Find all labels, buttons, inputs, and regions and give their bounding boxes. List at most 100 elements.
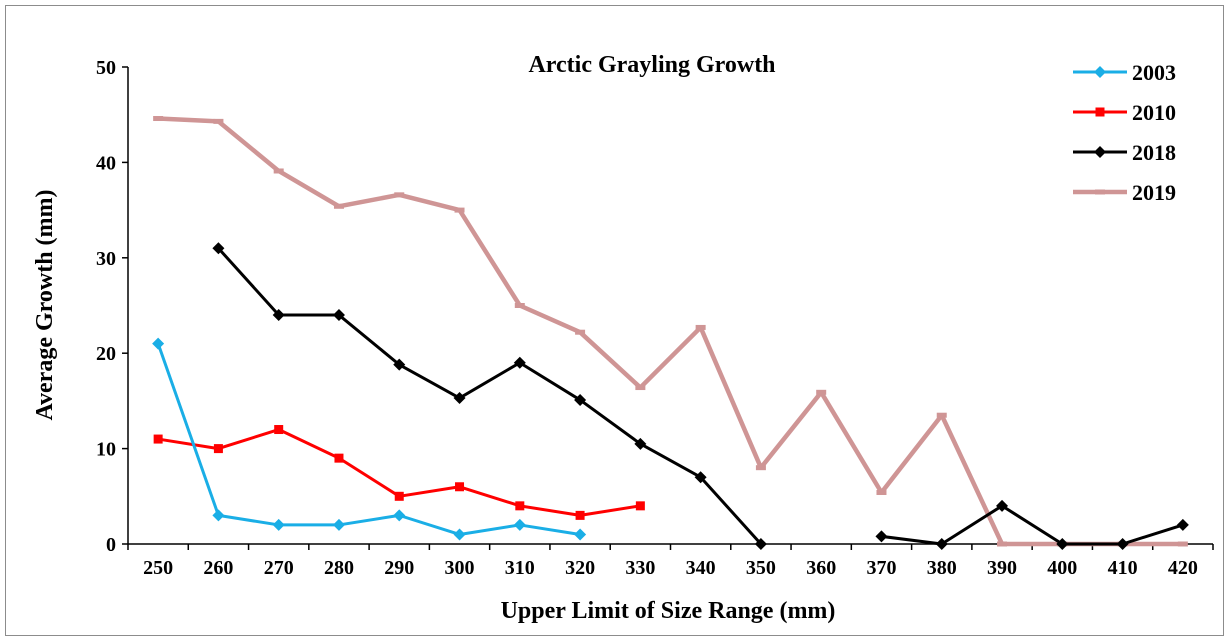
legend-entry-2019: 2019 xyxy=(1073,180,1176,205)
data-point-2010 xyxy=(334,453,344,463)
data-point-2003 xyxy=(152,337,165,350)
series-line-2019 xyxy=(158,116,1183,547)
x-axis-label: Upper Limit of Size Range (mm) xyxy=(501,598,836,624)
x-tick-label: 350 xyxy=(746,557,776,579)
legend-entry-2003: 2003 xyxy=(1073,60,1176,85)
series-line-2003 xyxy=(156,343,581,536)
series-line-2018 xyxy=(217,247,763,546)
axes: 0 10 20 30 40 50 250 260 270 280 290 300 310 320 330 34… xyxy=(96,57,1214,579)
legend-entry-2010: 2010 xyxy=(1073,100,1176,125)
y-tick-label: 40 xyxy=(96,152,116,174)
data-point-2010 xyxy=(515,501,525,511)
y-axis-label: Average Growth (mm) xyxy=(32,189,58,420)
data-point-2019 xyxy=(816,389,827,395)
data-point-2010 xyxy=(455,482,465,492)
legend-label: 2019 xyxy=(1132,180,1176,205)
x-tick-label: 250 xyxy=(143,557,173,579)
legend-label: 2003 xyxy=(1132,60,1176,85)
series-2003 xyxy=(152,337,587,541)
data-point-2018 xyxy=(935,538,948,550)
data-point-2019 xyxy=(876,489,887,495)
data-point-2003 xyxy=(272,518,285,531)
data-point-2019 xyxy=(575,329,586,335)
data-point-2018 xyxy=(212,242,225,255)
legend-marker xyxy=(1095,189,1105,195)
chart-frame xyxy=(5,5,1224,636)
x-tick-label: 270 xyxy=(264,557,294,579)
data-point-2003 xyxy=(453,528,466,541)
y-tick-label: 50 xyxy=(96,57,116,79)
x-tick-label: 410 xyxy=(1108,557,1138,579)
y-tick-label: 30 xyxy=(96,248,116,270)
x-tick-label: 260 xyxy=(203,557,233,579)
data-point-2018 xyxy=(875,530,888,543)
data-point-2010 xyxy=(575,510,585,520)
data-point-2010 xyxy=(213,444,223,454)
data-point-2003 xyxy=(574,528,587,541)
data-point-2003 xyxy=(212,509,225,522)
data-point-2019 xyxy=(1177,541,1188,547)
data-point-2010 xyxy=(274,425,284,435)
chart-title: Arctic Grayling Growth xyxy=(528,52,775,78)
legend: 2003 2010 2018 2019 xyxy=(1073,60,1176,205)
data-point-2003 xyxy=(393,509,406,522)
x-tick-label: 320 xyxy=(565,557,595,579)
data-point-2003 xyxy=(513,518,526,531)
legend-label: 2010 xyxy=(1132,100,1176,125)
series-2019 xyxy=(153,116,1188,547)
data-point-2019 xyxy=(936,412,947,418)
legend-marker xyxy=(1094,146,1106,158)
legend-marker xyxy=(1094,66,1106,78)
x-tick-label: 280 xyxy=(324,557,354,579)
x-tick-label: 420 xyxy=(1168,557,1198,579)
data-point-2018 xyxy=(634,437,647,450)
series-line-2010 xyxy=(157,428,641,517)
x-tick-label: 330 xyxy=(625,557,655,579)
y-tick-label: 0 xyxy=(106,534,116,556)
data-point-2019 xyxy=(273,168,284,174)
data-point-2018 xyxy=(1056,538,1069,550)
series-2010 xyxy=(153,425,645,520)
x-tick-label: 380 xyxy=(927,557,957,579)
data-point-2018 xyxy=(1176,518,1189,531)
series-2018 xyxy=(212,242,1189,550)
y-tick-label: 20 xyxy=(96,343,116,365)
legend-entry-2018: 2018 xyxy=(1073,140,1176,165)
data-point-2010 xyxy=(153,434,163,444)
legend-label: 2018 xyxy=(1132,140,1176,165)
data-point-2018 xyxy=(272,309,285,322)
data-point-2019 xyxy=(514,303,525,308)
data-point-2019 xyxy=(213,118,224,124)
data-point-2018 xyxy=(332,309,345,322)
data-point-2018 xyxy=(393,358,406,371)
data-point-2010 xyxy=(635,501,645,511)
data-point-2018 xyxy=(754,538,767,550)
data-point-2018 xyxy=(1116,538,1129,550)
x-tick-label: 360 xyxy=(806,557,836,579)
legend-marker xyxy=(1095,107,1105,117)
data-point-2019 xyxy=(695,324,706,330)
y-tick-label: 10 xyxy=(96,439,116,461)
data-point-2019 xyxy=(997,541,1008,547)
x-tick-label: 340 xyxy=(686,557,716,579)
x-tick-label: 300 xyxy=(445,557,475,579)
series-line-2018 xyxy=(881,504,1184,546)
data-point-2018 xyxy=(574,393,587,406)
plot-area xyxy=(152,116,1189,550)
data-point-2019 xyxy=(635,385,646,391)
data-point-2019 xyxy=(333,203,344,209)
x-tick-label: 310 xyxy=(505,557,535,579)
data-point-2019 xyxy=(454,207,465,213)
data-point-2010 xyxy=(394,491,404,501)
data-point-2003 xyxy=(332,518,345,531)
data-point-2018 xyxy=(694,471,707,484)
data-point-2019 xyxy=(153,116,164,122)
data-point-2018 xyxy=(996,499,1009,512)
data-point-2019 xyxy=(755,465,766,471)
x-tick-label: 400 xyxy=(1047,557,1077,579)
x-tick-label: 370 xyxy=(866,557,896,579)
data-point-2019 xyxy=(394,192,405,198)
x-tick-label: 290 xyxy=(384,557,414,579)
data-point-2018 xyxy=(453,392,466,405)
